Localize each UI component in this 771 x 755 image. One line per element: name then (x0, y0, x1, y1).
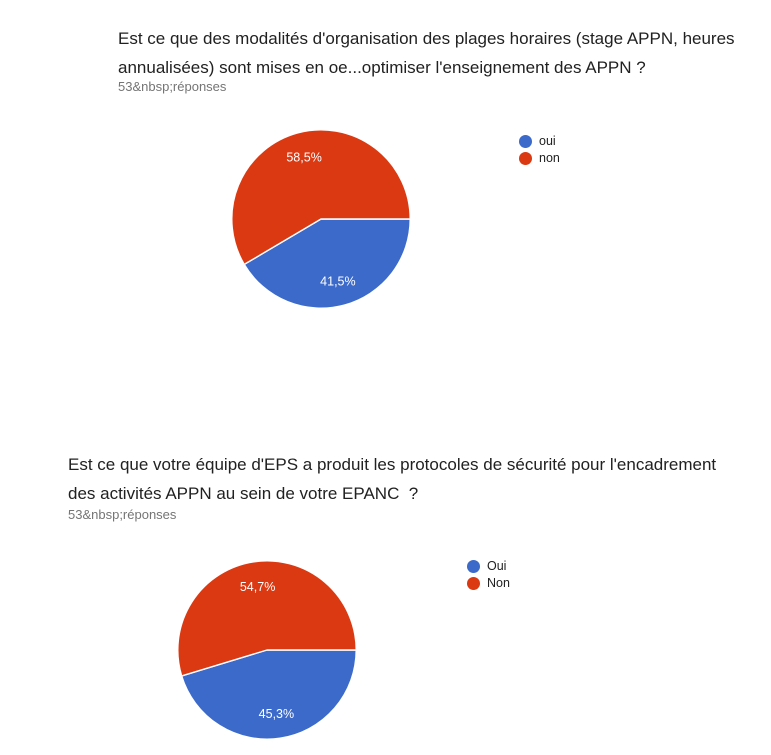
legend-item-oui: oui (519, 133, 560, 150)
legend-swatch-non-icon (519, 152, 532, 165)
pie-chart-1: 41,5% 58,5% (231, 129, 411, 309)
pie-chart-2: 45,3% 54,7% (177, 560, 357, 740)
legend-1: oui non (519, 133, 560, 167)
legend-item-oui: Oui (467, 558, 510, 575)
legend-swatch-oui-icon (467, 560, 480, 573)
legend-label-non: Non (487, 576, 510, 590)
responses-count-2: 53&nbsp;réponses (68, 507, 177, 522)
legend-2: Oui Non (467, 558, 510, 592)
legend-item-non: Non (467, 575, 510, 592)
responses-count-1: 53&nbsp;réponses (118, 79, 227, 94)
pie-slice-value-label: 45,3% (259, 707, 294, 721)
pie-slice-oui[interactable] (180, 649, 357, 740)
legend-label-oui: Oui (487, 559, 507, 573)
pie-slice-non[interactable] (231, 129, 411, 266)
pie-slice-value-label: 41,5% (320, 274, 355, 288)
legend-item-non: non (519, 150, 560, 167)
pie-slice-value-label: 54,7% (240, 580, 275, 594)
pie-slice-value-label: 58,5% (286, 150, 321, 164)
legend-swatch-oui-icon (519, 135, 532, 148)
legend-label-oui: oui (539, 134, 556, 148)
legend-label-non: non (539, 151, 560, 165)
legend-swatch-non-icon (467, 577, 480, 590)
pie-slice-oui[interactable] (243, 218, 411, 309)
pie-slice-non[interactable] (177, 560, 357, 677)
question-title-1: Est ce que des modalités d'organisation … (118, 29, 740, 77)
question-title-2: Est ce que votre équipe d'EPS a produit … (68, 455, 721, 503)
